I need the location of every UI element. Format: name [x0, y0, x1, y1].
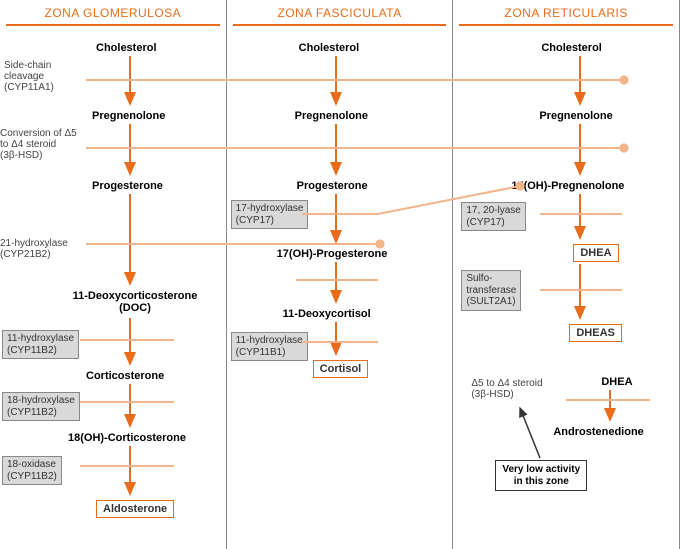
fasc-17ohprog: 17(OH)-Progesterone [277, 248, 388, 260]
glom-e2a: 18-hydroxylase [7, 395, 75, 406]
retic-dhea2: DHEA [601, 376, 632, 388]
glom-doc: 11-Deoxycorticosterone (DOC) [60, 290, 210, 314]
retic-andro: Androstenedione [553, 426, 643, 438]
diagram-root: ZONA GLOMERULOSA Cholesterol Side-chain … [0, 0, 680, 549]
glom-e1a: 11-hydroxylase [7, 333, 74, 344]
glom-e3b: (CYP11B2) [7, 471, 57, 482]
col-header-glom: ZONA GLOMERULOSA [6, 0, 220, 26]
retic-side1: Δ5 to Δ4 steroid [471, 378, 542, 389]
retic-side2: (3β-HSD) [471, 389, 513, 400]
retic-dhea: DHEA [573, 244, 618, 262]
glom-cholesterol: Cholesterol [96, 42, 157, 54]
side-scc-l2: cleavage [4, 71, 44, 82]
fasc-cholesterol: Cholesterol [299, 42, 360, 54]
fasc-e1b: (CYP17) [236, 215, 274, 226]
fasc-cortisol: Cortisol [313, 360, 369, 378]
glom-e1b: (CYP11B2) [7, 345, 57, 356]
glom-doc-l2: (DOC) [119, 302, 151, 314]
retic-note: Very low activity in this zone [495, 460, 587, 491]
col-header-fasc: ZONA FASCICULATA [233, 0, 447, 26]
retic-side-d5d4: Δ5 to Δ4 steroid (3β-HSD) [471, 378, 542, 400]
side-21hyd: 21-hydroxylase (CYP21B2) [0, 238, 68, 260]
fasc-progesterone: Progesterone [297, 180, 368, 192]
col-header-retic: ZONA RETICULARIS [459, 0, 673, 26]
retic-enz-1720: 17, 20-lyase (CYP17) [461, 202, 525, 231]
col-fasciculata: ZONA FASCICULATA Cholesterol Pregnenolon… [227, 0, 454, 549]
side-d5d4: Conversion of Δ5 to Δ4 steroid (3β-HSD) [0, 128, 77, 161]
glom-enz-18ox: 18-oxidase (CYP11B2) [2, 456, 62, 485]
glom-corticosterone: Corticosterone [86, 370, 164, 382]
glom-e2b: (CYP11B2) [7, 407, 57, 418]
glom-doc-l1: 11-Deoxycorticosterone [73, 290, 198, 302]
col-reticularis: ZONA RETICULARIS Cholesterol Pregnenolon… [453, 0, 680, 549]
side-21-l2: (CYP21B2) [0, 249, 51, 260]
col-glomerulosa: ZONA GLOMERULOSA Cholesterol Side-chain … [0, 0, 227, 549]
glom-e3a: 18-oxidase [7, 459, 56, 470]
retic-e1b: (CYP17) [466, 217, 504, 228]
retic-cholesterol: Cholesterol [541, 42, 602, 54]
glom-progesterone: Progesterone [92, 180, 163, 192]
side-d5d4-l1: Conversion of Δ5 [0, 128, 77, 139]
side-d5d4-l2: to Δ4 steroid [0, 139, 56, 150]
side-21-l1: 21-hydroxylase [0, 238, 68, 249]
retic-e2a: Sulfo- [466, 273, 492, 284]
glom-enz-18hyd: 18-hydroxylase (CYP11B2) [2, 392, 80, 421]
glom-pregnenolone: Pregnenolone [92, 110, 165, 122]
retic-note1: Very low activity [502, 464, 580, 475]
side-scc-l1: Side-chain [4, 60, 51, 71]
retic-enz-sulfo: Sulfo- transferase (SULT2A1) [461, 270, 521, 311]
fasc-pregnenolone: Pregnenolone [295, 110, 368, 122]
retic-note2: in this zone [514, 476, 569, 487]
side-d5d4-l3: (3β-HSD) [0, 150, 42, 161]
fasc-enz-17hyd: 17-hydroxylase (CYP17) [231, 200, 309, 229]
side-scc-l3: (CYP11A1) [4, 82, 54, 93]
retic-e2b: transferase [466, 285, 516, 296]
retic-e2c: (SULT2A1) [466, 296, 515, 307]
glom-18oh: 18(OH)-Corticosterone [68, 432, 186, 444]
glom-aldosterone: Aldosterone [96, 500, 174, 518]
retic-e1a: 17, 20-lyase [466, 205, 520, 216]
glom-enz-11hyd: 11-hydroxylase (CYP11B2) [2, 330, 79, 359]
retic-pregnenolone: Pregnenolone [539, 110, 612, 122]
retic-dheas: DHEAS [569, 324, 622, 342]
fasc-11deoxy: 11-Deoxycortisol [283, 308, 371, 320]
fasc-enz-11hyd: 11-hydroxylase (CYP11B1) [231, 332, 308, 361]
retic-17ohpreg: 17(OH)-Pregnenolone [511, 180, 624, 192]
fasc-e2b: (CYP11B1) [236, 347, 286, 358]
side-scc: Side-chain cleavage (CYP11A1) [4, 60, 54, 93]
fasc-e1a: 17-hydroxylase [236, 203, 304, 214]
fasc-e2a: 11-hydroxylase [236, 335, 303, 346]
